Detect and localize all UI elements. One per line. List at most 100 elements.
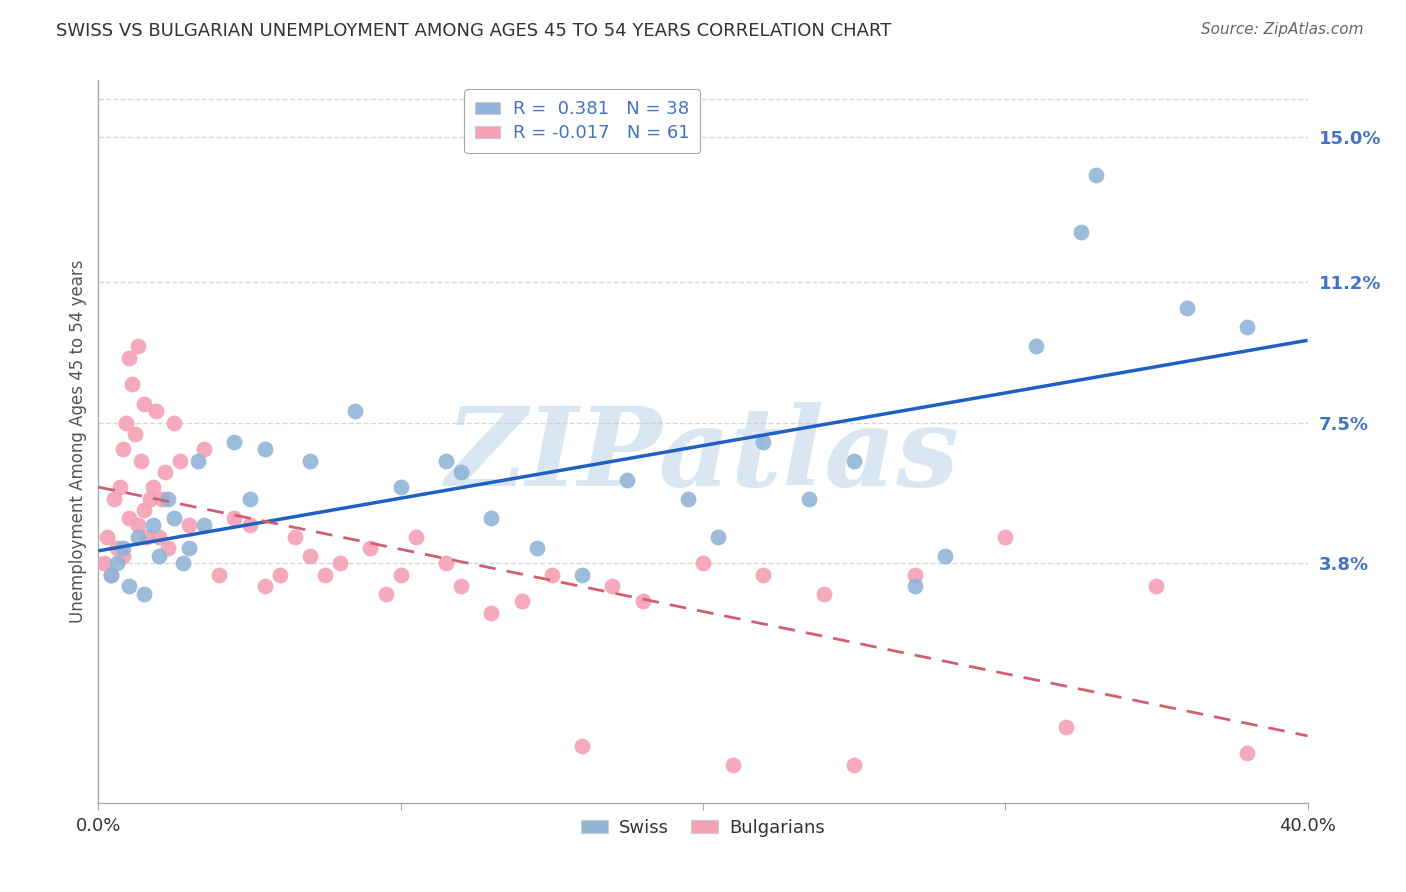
Point (118, 510, 141, 524)
Point (1054, 720, 1077, 734)
Point (540, 567, 562, 582)
Point (269, 567, 291, 582)
Point (752, 434, 775, 449)
Point (344, 404, 367, 418)
Point (299, 549, 322, 563)
Point (389, 480, 412, 494)
Point (723, 757, 745, 772)
Point (405, 530, 427, 544)
Point (135, 530, 157, 544)
Point (105, 541, 128, 555)
Point (526, 541, 548, 555)
Point (108, 480, 131, 494)
Point (481, 510, 503, 524)
Point (844, 453, 866, 467)
Point (239, 491, 262, 506)
Point (239, 518, 262, 533)
Point (127, 518, 149, 533)
Point (148, 549, 170, 563)
Point (994, 530, 1017, 544)
Point (450, 465, 472, 479)
Point (118, 579, 141, 593)
Point (111, 549, 134, 563)
Point (676, 491, 699, 506)
Point (253, 442, 276, 457)
Point (129, 453, 152, 467)
Legend: Swiss, Bulgarians: Swiss, Bulgarians (574, 812, 832, 845)
Point (752, 567, 775, 582)
Point (163, 510, 186, 524)
Point (510, 594, 533, 608)
Point (692, 556, 714, 570)
Point (172, 556, 194, 570)
Point (631, 594, 654, 608)
Text: ZIPatlas: ZIPatlas (446, 402, 960, 509)
Point (299, 453, 322, 467)
Point (314, 567, 336, 582)
Point (111, 541, 134, 555)
Point (571, 739, 593, 753)
Point (374, 587, 396, 601)
Point (1070, 226, 1092, 240)
Point (813, 587, 835, 601)
Point (193, 442, 215, 457)
Point (253, 579, 276, 593)
Point (127, 339, 149, 353)
Point (153, 465, 176, 479)
Point (1024, 339, 1046, 353)
Point (1236, 747, 1258, 761)
Point (179, 541, 201, 555)
Point (148, 530, 170, 544)
Point (124, 426, 146, 441)
Point (118, 351, 141, 365)
Point (904, 567, 927, 582)
Point (797, 491, 820, 506)
Point (481, 606, 503, 620)
Point (904, 579, 927, 593)
Point (934, 549, 956, 563)
Point (132, 396, 155, 410)
Point (145, 404, 167, 418)
Text: SWISS VS BULGARIAN UNEMPLOYMENT AMONG AGES 45 TO 54 YEARS CORRELATION CHART: SWISS VS BULGARIAN UNEMPLOYMENT AMONG AG… (56, 22, 891, 40)
Point (571, 567, 593, 582)
Point (224, 434, 246, 449)
Point (284, 530, 307, 544)
Point (360, 541, 382, 555)
Point (139, 491, 162, 506)
Point (602, 579, 624, 593)
Point (111, 442, 134, 457)
Point (169, 453, 191, 467)
Point (105, 556, 128, 570)
Point (434, 453, 457, 467)
Point (100, 567, 122, 582)
Point (132, 503, 155, 517)
Point (187, 453, 209, 467)
Point (179, 518, 201, 533)
Point (1085, 169, 1108, 183)
Point (132, 587, 155, 601)
Point (208, 567, 231, 582)
Point (1175, 301, 1198, 316)
Point (329, 556, 352, 570)
Point (127, 530, 149, 544)
Point (93, 556, 115, 570)
Point (163, 416, 186, 430)
Text: Source: ZipAtlas.com: Source: ZipAtlas.com (1201, 22, 1364, 37)
Point (844, 757, 866, 772)
Point (156, 541, 179, 555)
Y-axis label: Unemployment Among Ages 45 to 54 years: Unemployment Among Ages 45 to 54 years (69, 260, 87, 624)
Point (103, 491, 125, 506)
Point (389, 567, 412, 582)
Point (100, 567, 122, 582)
Point (224, 510, 246, 524)
Point (616, 473, 638, 487)
Point (156, 491, 179, 506)
Point (96, 530, 118, 544)
Point (193, 518, 215, 533)
Point (707, 530, 730, 544)
Point (114, 416, 136, 430)
Point (434, 556, 457, 570)
Point (1146, 579, 1168, 593)
Point (1236, 320, 1258, 334)
Point (150, 491, 173, 506)
